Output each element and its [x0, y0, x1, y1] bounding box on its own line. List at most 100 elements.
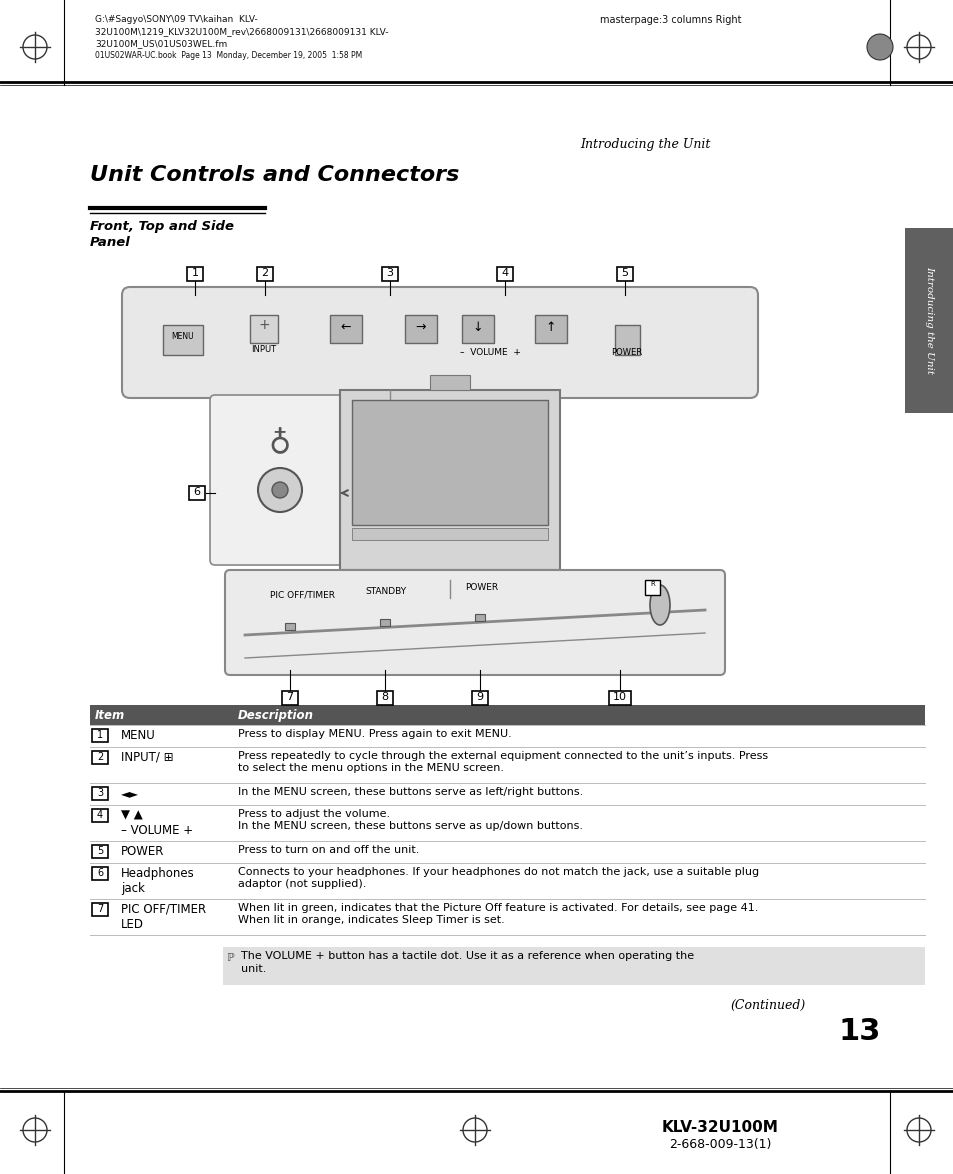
Text: Introducing the Unit: Introducing the Unit [924, 266, 934, 375]
Text: PIC OFF/TIMER
LED: PIC OFF/TIMER LED [121, 903, 206, 931]
Text: 5: 5 [620, 268, 628, 278]
Bar [223, 947, 924, 985]
Bar [90, 747, 924, 783]
Bar [904, 228, 953, 413]
Text: ◄►: ◄► [121, 787, 139, 799]
Bar [535, 315, 566, 343]
Text: –  VOLUME  +: – VOLUME + [459, 348, 520, 357]
Text: 2: 2 [97, 753, 103, 762]
Bar [282, 691, 297, 706]
Text: 7: 7 [97, 904, 103, 915]
Text: 9: 9 [476, 691, 483, 702]
Text: 10: 10 [613, 691, 626, 702]
Text: 6: 6 [97, 868, 103, 878]
Text: 2-668-009-13(1): 2-668-009-13(1) [668, 1138, 770, 1151]
Bar [187, 266, 203, 281]
Bar [90, 863, 924, 899]
Text: 3: 3 [97, 788, 103, 798]
Bar [352, 528, 547, 540]
Bar [376, 691, 393, 706]
Bar [90, 706, 924, 726]
Bar [256, 266, 273, 281]
Bar [90, 841, 924, 863]
Text: Press to adjust the volume.
In the MENU screen, these buttons serve as up/down b: Press to adjust the volume. In the MENU … [237, 809, 582, 831]
Bar [352, 400, 547, 525]
Text: ←: ← [340, 321, 351, 333]
Bar [381, 266, 397, 281]
Bar [90, 899, 924, 935]
Text: unit.: unit. [241, 964, 266, 974]
FancyBboxPatch shape [122, 286, 758, 398]
Text: POWER: POWER [464, 583, 497, 592]
Bar [608, 691, 630, 706]
Circle shape [272, 483, 288, 498]
Text: INPUT/ ⊞: INPUT/ ⊞ [121, 751, 173, 764]
Text: ↓: ↓ [473, 321, 483, 333]
Text: MENU: MENU [121, 729, 155, 742]
Ellipse shape [649, 585, 669, 625]
Text: KLV-32U100M: KLV-32U100M [660, 1120, 778, 1135]
Bar [330, 315, 361, 343]
Text: Connects to your headphones. If your headphones do not match the jack, use a sui: Connects to your headphones. If your hea… [237, 868, 759, 890]
FancyBboxPatch shape [210, 394, 350, 565]
Bar [379, 619, 390, 626]
Bar [405, 588, 495, 598]
Bar [472, 691, 488, 706]
Text: ↑: ↑ [545, 321, 556, 333]
Text: 4: 4 [97, 810, 103, 819]
Bar [475, 614, 484, 621]
Text: POWER: POWER [121, 845, 164, 858]
Bar [644, 580, 659, 595]
Text: 4: 4 [501, 268, 508, 278]
Text: Press to turn on and off the unit.: Press to turn on and off the unit. [237, 845, 419, 855]
Text: 32U100M_US\01US03WEL.fm: 32U100M_US\01US03WEL.fm [95, 39, 227, 48]
Text: Press repeatedly to cycle through the external equipment connected to the unit’s: Press repeatedly to cycle through the ex… [237, 751, 767, 774]
Text: Press to display MENU. Press again to exit MENU.: Press to display MENU. Press again to ex… [237, 729, 511, 738]
Circle shape [866, 34, 892, 60]
Bar [461, 315, 494, 343]
Text: +: + [258, 318, 270, 332]
Text: 7: 7 [286, 691, 294, 702]
Bar [250, 315, 277, 343]
Text: 32U100M\1219_KLV32U100M_rev\2668009131\2668009131 KLV-: 32U100M\1219_KLV32U100M_rev\2668009131\2… [95, 27, 388, 36]
Bar [91, 809, 108, 822]
Bar [419, 571, 479, 588]
Bar [405, 315, 436, 343]
Text: 1: 1 [97, 730, 103, 740]
Text: 1: 1 [192, 268, 198, 278]
Text: Panel: Panel [90, 236, 131, 249]
Bar [285, 623, 294, 630]
Text: 6: 6 [193, 487, 200, 497]
Text: R: R [650, 581, 655, 587]
Text: Introducing the Unit: Introducing the Unit [579, 139, 710, 151]
Bar [497, 266, 513, 281]
Bar [91, 729, 108, 742]
Text: MENU: MENU [172, 332, 194, 340]
Bar [91, 845, 108, 858]
Text: Item: Item [95, 709, 125, 722]
Text: 2: 2 [261, 268, 269, 278]
Text: Front, Top and Side: Front, Top and Side [90, 220, 233, 232]
Text: The VOLUME + button has a tactile dot. Use it as a reference when operating the: The VOLUME + button has a tactile dot. U… [241, 951, 694, 962]
Text: PIC OFF/TIMER: PIC OFF/TIMER [270, 591, 335, 599]
Text: Unit Controls and Connectors: Unit Controls and Connectors [90, 166, 459, 185]
Bar [163, 325, 203, 355]
Bar [615, 325, 639, 355]
Bar [91, 868, 108, 880]
Text: Description: Description [237, 709, 314, 722]
Text: G:\#Sagyo\SONY\09 TV\kaihan  KLV-: G:\#Sagyo\SONY\09 TV\kaihan KLV- [95, 15, 257, 23]
Text: 13: 13 [838, 1017, 881, 1046]
Bar [91, 903, 108, 916]
Bar [189, 486, 205, 500]
Text: masterpage:3 columns Right: masterpage:3 columns Right [599, 15, 740, 25]
Text: Headphones
jack: Headphones jack [121, 868, 194, 895]
Bar [430, 375, 470, 390]
Text: ♁: ♁ [269, 430, 291, 459]
Bar [339, 390, 559, 571]
Circle shape [257, 468, 302, 512]
Text: When lit in green, indicates that the Picture Off feature is activated. For deta: When lit in green, indicates that the Pi… [237, 903, 758, 925]
Text: In the MENU screen, these buttons serve as left/right buttons.: In the MENU screen, these buttons serve … [237, 787, 582, 797]
Text: (Continued): (Continued) [729, 999, 804, 1012]
Text: ℙ: ℙ [227, 953, 234, 963]
Text: 8: 8 [381, 691, 388, 702]
